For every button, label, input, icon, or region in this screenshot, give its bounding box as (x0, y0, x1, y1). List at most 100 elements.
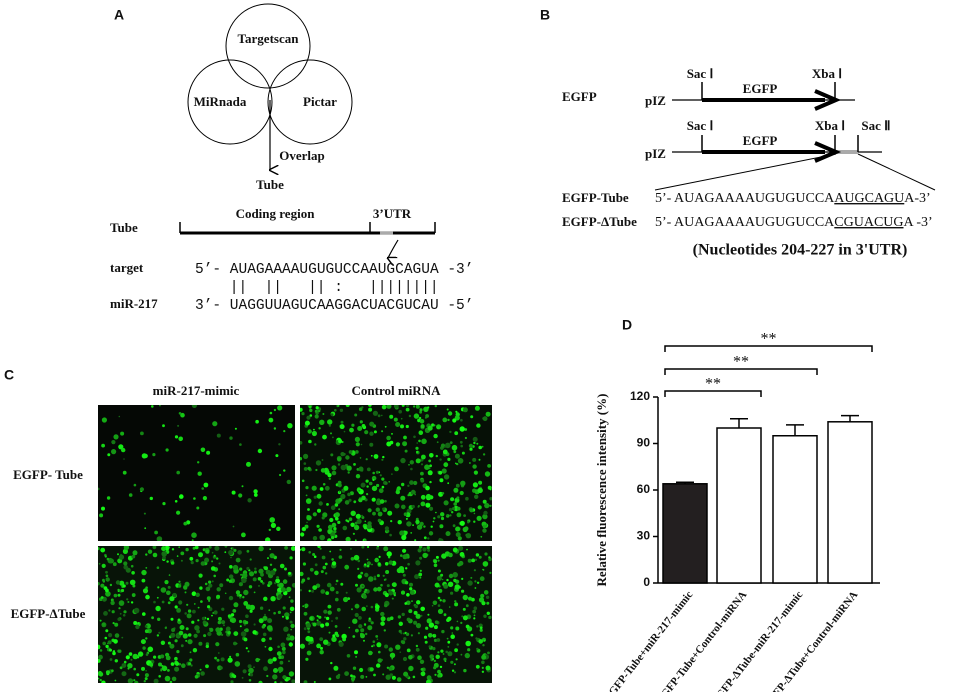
cell (409, 590, 415, 595)
cell (406, 600, 411, 606)
cell (316, 524, 320, 528)
cell (433, 625, 438, 630)
cell (218, 562, 221, 565)
cell (159, 405, 161, 407)
cell (314, 414, 319, 419)
cell (161, 600, 165, 604)
cell (201, 616, 206, 621)
cell (420, 668, 424, 671)
cell (459, 440, 463, 444)
cell (342, 452, 346, 456)
cell (474, 558, 478, 561)
cell (406, 648, 411, 653)
cell (240, 573, 243, 576)
cell (474, 580, 477, 583)
cell (153, 600, 156, 604)
cell (331, 620, 333, 622)
cell (353, 500, 357, 504)
cell (485, 411, 491, 417)
cell (238, 493, 243, 498)
cell (427, 470, 433, 476)
cell (187, 609, 192, 613)
cell (371, 497, 376, 502)
cell (196, 629, 201, 634)
cell (369, 667, 374, 672)
cell (454, 584, 460, 590)
cell (127, 678, 134, 683)
cell (228, 579, 232, 583)
cell (372, 644, 375, 647)
cell (432, 520, 435, 523)
cell (439, 458, 442, 461)
cell (232, 564, 239, 571)
cell (306, 515, 312, 521)
cell (440, 573, 444, 577)
cell (300, 532, 305, 537)
cell (400, 424, 404, 429)
cell (115, 580, 121, 585)
cell (370, 621, 374, 625)
cell (365, 632, 368, 636)
cell (257, 448, 263, 454)
cell (325, 591, 330, 595)
cell (184, 612, 187, 615)
cell (276, 576, 280, 580)
y-tick-label: 120 (630, 389, 650, 403)
cell (145, 637, 148, 640)
cell (183, 585, 188, 590)
cell (314, 563, 318, 567)
cell (348, 626, 351, 629)
cell (133, 621, 138, 625)
cell (447, 646, 450, 648)
cell (122, 614, 126, 617)
cell (401, 590, 405, 595)
cell (284, 612, 290, 618)
cell (327, 419, 333, 425)
cell (180, 551, 185, 556)
cell (327, 524, 333, 530)
cell (318, 427, 321, 430)
cell (269, 411, 273, 415)
cell (247, 664, 252, 669)
cell (156, 634, 160, 637)
cell (478, 639, 484, 644)
cell (425, 626, 429, 630)
cell (448, 573, 454, 579)
cell-layer (300, 546, 492, 683)
cell (151, 405, 154, 408)
cell (392, 582, 397, 588)
venn-circle (225, 3, 311, 89)
cell (165, 448, 169, 452)
cell (208, 607, 213, 612)
cell (427, 502, 429, 505)
cell (279, 563, 285, 569)
cell (480, 535, 483, 538)
cell (419, 546, 423, 549)
cell (147, 549, 153, 554)
cell (156, 596, 159, 599)
panel-d: D Relative fluorescence intensity (%) 0 3… (594, 317, 880, 692)
cell (482, 499, 487, 504)
cell (465, 624, 470, 629)
cell (117, 558, 123, 564)
cell (408, 464, 410, 466)
cell (460, 480, 466, 486)
cell (153, 678, 159, 683)
cell (401, 405, 405, 407)
cell (391, 657, 394, 660)
cell (455, 626, 460, 631)
cell (436, 638, 441, 642)
cell (361, 606, 367, 612)
cell (130, 601, 134, 604)
cell (475, 664, 480, 669)
cell (473, 606, 478, 610)
cell (325, 616, 330, 621)
cell (437, 515, 441, 519)
cell (413, 405, 416, 408)
cell (107, 453, 111, 457)
cell (300, 457, 303, 461)
cell (345, 405, 350, 407)
cell (472, 609, 477, 614)
cell (186, 613, 192, 619)
cell (267, 557, 269, 560)
